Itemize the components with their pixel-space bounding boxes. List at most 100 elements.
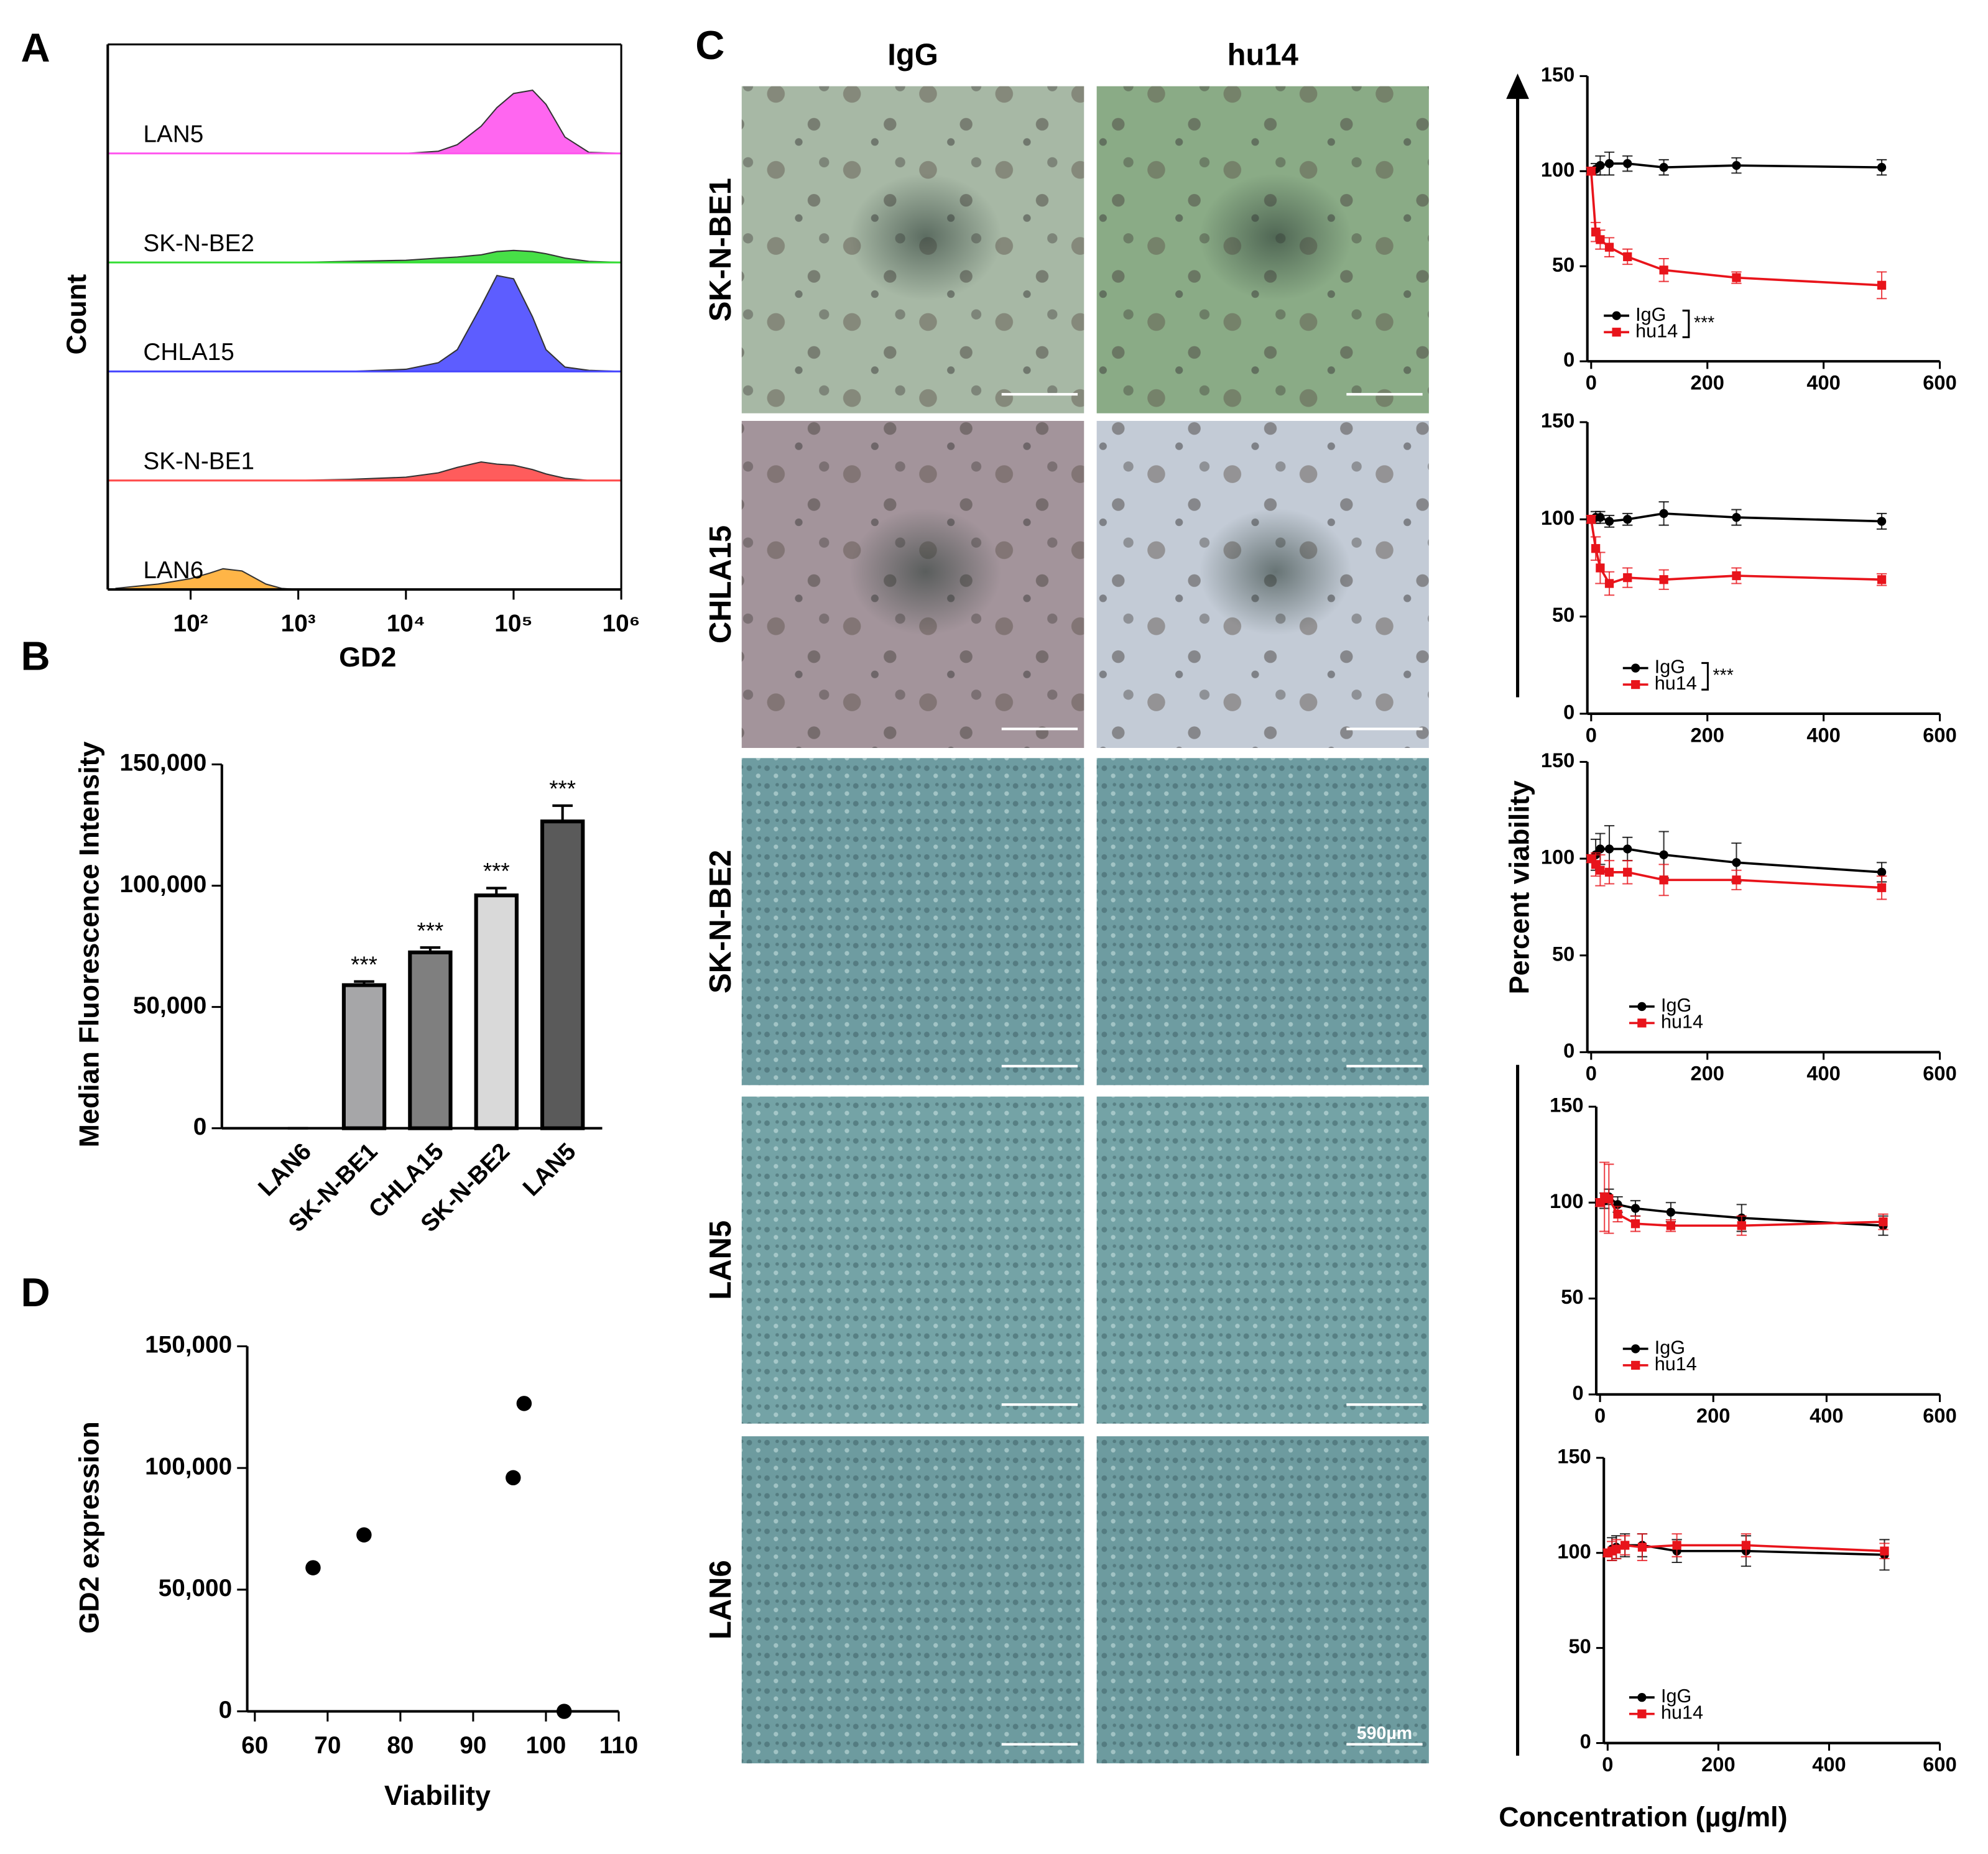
marker xyxy=(1604,867,1614,877)
x-tick-label: 200 xyxy=(1701,1753,1735,1776)
marker xyxy=(1596,865,1605,875)
y-tick-label: 150 xyxy=(1557,1444,1591,1467)
x-tick-label: 200 xyxy=(1691,371,1724,394)
panel-label: D xyxy=(21,1270,50,1315)
marker xyxy=(1877,517,1887,526)
y-tick-label: 0 xyxy=(1563,348,1574,371)
marker xyxy=(1604,844,1614,854)
c-x-label: Concentration (µg/ml) xyxy=(1499,1801,1787,1833)
marker xyxy=(1732,571,1741,581)
x-tick-label: 600 xyxy=(1923,1404,1956,1427)
y-tick-label: 50,000 xyxy=(159,1575,232,1602)
marker xyxy=(1659,163,1668,172)
marker xyxy=(1623,573,1632,583)
y-tick-label: 150,000 xyxy=(145,1332,232,1358)
y-tick-label: 150 xyxy=(1541,409,1574,432)
panel-label: B xyxy=(21,634,50,679)
legend-marker xyxy=(1631,1360,1640,1370)
marker xyxy=(1612,1544,1621,1554)
marker xyxy=(1623,844,1632,854)
marker xyxy=(1659,509,1668,519)
y-tick-label: 0 xyxy=(219,1697,233,1723)
legend-label: hu14 xyxy=(1655,673,1697,694)
y-tick-label: 100 xyxy=(1541,506,1574,529)
y-tick-label: 150 xyxy=(1550,1094,1583,1117)
legend-label: hu14 xyxy=(1635,320,1678,341)
y-tick-label: 100 xyxy=(1541,846,1574,869)
y-tick-label: 0 xyxy=(193,1114,207,1140)
bracket xyxy=(1682,310,1690,338)
marker xyxy=(1596,160,1605,170)
micrograph-texture xyxy=(741,758,1084,1086)
marker xyxy=(1604,579,1614,588)
marker xyxy=(1613,1209,1622,1219)
significance: *** xyxy=(417,918,443,943)
y-tick-label: 50 xyxy=(1552,942,1574,965)
ridge-label: SK-N-BE1 xyxy=(143,448,254,474)
scatter-point xyxy=(556,1704,572,1719)
marker xyxy=(1732,875,1741,885)
legend-marker xyxy=(1631,663,1640,673)
marker xyxy=(1591,228,1601,237)
y-tick-label: 0 xyxy=(1563,701,1574,724)
x-tick-label: 0 xyxy=(1594,1404,1606,1427)
legend-marker xyxy=(1631,1344,1640,1354)
legend-label: hu14 xyxy=(1655,1354,1697,1375)
marker xyxy=(1732,513,1741,522)
marker xyxy=(1732,273,1741,282)
micrograph-texture xyxy=(1096,1096,1429,1424)
y-tick-label: 100 xyxy=(1541,158,1574,181)
bar xyxy=(540,819,585,1130)
x-tick-label: 100 xyxy=(526,1732,566,1759)
marker xyxy=(1604,517,1614,526)
ridge-label: CHLA15 xyxy=(143,339,234,366)
x-tick-label: 10⁴ xyxy=(387,610,425,637)
marker xyxy=(1741,1541,1751,1550)
y-tick-label: 0 xyxy=(1563,1039,1574,1062)
micrograph-center xyxy=(849,508,1002,635)
y-tick-label: 100 xyxy=(1550,1189,1583,1212)
marker xyxy=(1630,1204,1640,1213)
bar xyxy=(474,893,519,1130)
c-y-label: Percent viability xyxy=(1504,780,1535,994)
marker xyxy=(1879,1217,1888,1227)
y-tick-label: 50 xyxy=(1552,253,1574,276)
bracket xyxy=(1701,662,1709,691)
x-tick-label: 10³ xyxy=(281,610,316,637)
legend-marker xyxy=(1637,1002,1647,1012)
column-label: hu14 xyxy=(1227,39,1298,72)
marker xyxy=(1596,563,1605,573)
ridge-label: LAN5 xyxy=(143,121,203,147)
y-tick-label: 0 xyxy=(1580,1730,1591,1753)
scatter-point xyxy=(305,1560,321,1575)
x-tick-label: 200 xyxy=(1691,1062,1724,1085)
x-tick-label: LAN6 xyxy=(253,1138,317,1201)
micrograph-center xyxy=(1199,173,1352,301)
marker xyxy=(1596,513,1605,522)
significance: *** xyxy=(1713,665,1734,685)
y-label: GD2 expression xyxy=(73,1421,105,1633)
scatter-point xyxy=(516,1396,532,1411)
significance: *** xyxy=(1694,313,1714,333)
x-tick-label: 200 xyxy=(1696,1404,1730,1427)
y-tick-label: 150 xyxy=(1541,749,1574,772)
x-tick-label: 70 xyxy=(314,1732,341,1759)
legend-label: IgG xyxy=(1635,304,1666,325)
marker xyxy=(1623,867,1632,877)
scale-label: 590µm xyxy=(1357,1723,1412,1743)
marker xyxy=(1604,1194,1614,1204)
marker xyxy=(1877,883,1887,892)
y-tick-label: 0 xyxy=(1572,1381,1583,1404)
x-tick-label: 90 xyxy=(460,1732,486,1759)
x-tick-label: 0 xyxy=(1586,371,1597,394)
legend-label: hu14 xyxy=(1661,1702,1703,1723)
marker xyxy=(1659,875,1668,885)
micrograph-texture xyxy=(741,1096,1084,1424)
ridge-label: SK-N-BE2 xyxy=(143,230,254,257)
marker xyxy=(1586,515,1596,524)
significance: *** xyxy=(351,952,377,977)
marker xyxy=(1623,252,1632,262)
x-tick-label: 110 xyxy=(599,1732,638,1759)
marker xyxy=(1623,515,1632,524)
